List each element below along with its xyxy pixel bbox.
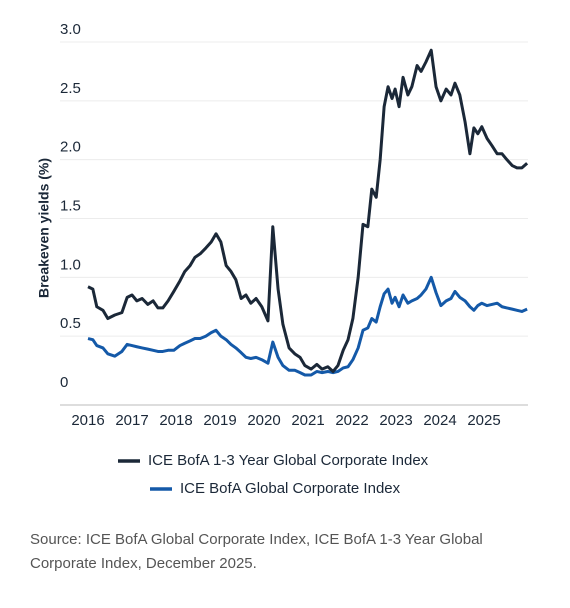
y-axis-label: Breakeven yields (%) xyxy=(36,158,52,298)
x-tick-label: 2021 xyxy=(291,412,324,429)
y-tick-label: 2.0 xyxy=(60,139,81,156)
chart: Breakeven yields (%) 0 0.5 1.0 1.5 2.0 2.5 3.0… xyxy=(36,21,529,497)
x-tick-label: 2020 xyxy=(247,412,280,429)
y-tick-label: 1.0 xyxy=(60,256,81,273)
x-tick-label: 2017 xyxy=(115,412,148,429)
data-line xyxy=(87,48,529,373)
x-tick-label: 2022 xyxy=(335,412,368,429)
y-tick-label: 0.5 xyxy=(60,315,81,332)
y-tick-label: 2.5 xyxy=(60,80,81,97)
x-tick-label: 2023 xyxy=(379,412,412,429)
x-tick-label: 2024 xyxy=(423,412,456,429)
x-tick-label: 2025 xyxy=(467,412,500,429)
x-tick-label: 2019 xyxy=(203,412,236,429)
y-tick-label: 3.0 xyxy=(60,21,81,38)
data-line xyxy=(87,275,528,377)
y-tick-label: 1.5 xyxy=(60,197,81,214)
y-tick-label: 0 xyxy=(60,374,68,391)
x-tick-label: 2018 xyxy=(159,412,192,429)
x-tick-label: 2016 xyxy=(71,412,104,429)
legend-label: ICE BofA Global Corporate Index xyxy=(180,480,401,497)
source-note: Source: ICE BofA Global Corporate Index,… xyxy=(30,531,483,572)
legend-label: ICE BofA 1-3 Year Global Corporate Index xyxy=(148,452,429,469)
